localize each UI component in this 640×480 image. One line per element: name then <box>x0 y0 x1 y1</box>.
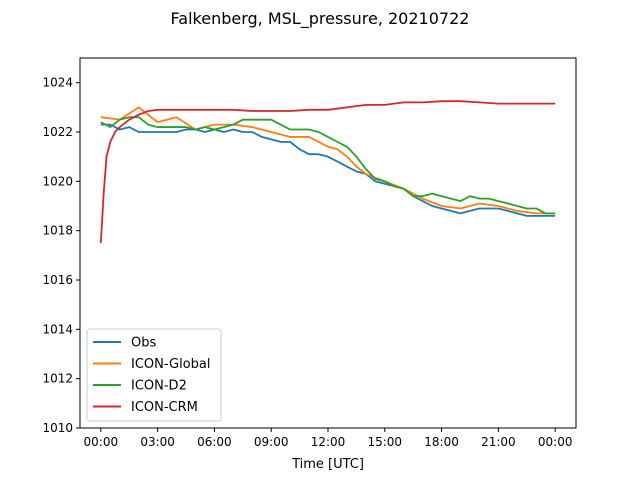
x-tick-label: 00:00 <box>538 435 573 449</box>
legend-label: Obs <box>131 336 156 351</box>
x-tick-label: 06:00 <box>197 435 232 449</box>
x-tick-label: 21:00 <box>481 435 516 449</box>
y-tick-label: 1024 <box>42 76 73 90</box>
series-layer <box>99 100 556 244</box>
series-line-icon-global <box>100 106 556 215</box>
series-line-icon-d2 <box>100 116 556 215</box>
x-axis-label: Time [UTC] <box>291 457 364 472</box>
x-tick-label: 09:00 <box>254 435 289 449</box>
x-tick-label: 12:00 <box>311 435 346 449</box>
y-tick-label: 1020 <box>42 174 73 188</box>
x-tick-label: 00:00 <box>84 435 119 449</box>
series-line-obs <box>100 123 556 217</box>
y-axis: 1010 1012 1014 1016 1018 1020 1022 1024 <box>42 76 80 435</box>
legend-label: ICON-Global <box>131 357 211 372</box>
y-tick-label: 1012 <box>42 372 73 386</box>
y-tick-label: 1014 <box>42 322 73 336</box>
y-tick-label: 1016 <box>42 273 73 287</box>
legend-label: ICON-D2 <box>131 379 187 394</box>
chart-title: Falkenberg, MSL_pressure, 20210722 <box>171 9 470 29</box>
legend: Obs ICON-Global ICON-D2 ICON-CRM <box>86 328 222 422</box>
x-tick-label: 15:00 <box>367 435 402 449</box>
x-tick-label: 18:00 <box>424 435 459 449</box>
series-line-icon-crm <box>99 100 556 244</box>
y-tick-label: 1022 <box>42 125 73 139</box>
legend-label: ICON-CRM <box>131 400 198 415</box>
y-tick-label: 1018 <box>42 224 73 238</box>
x-tick-label: 03:00 <box>140 435 175 449</box>
x-axis: 00:00 03:00 06:00 09:00 12:00 15:00 18:00 21:00… <box>84 428 573 449</box>
legend-box <box>86 328 222 422</box>
y-tick-label: 1010 <box>42 421 73 435</box>
